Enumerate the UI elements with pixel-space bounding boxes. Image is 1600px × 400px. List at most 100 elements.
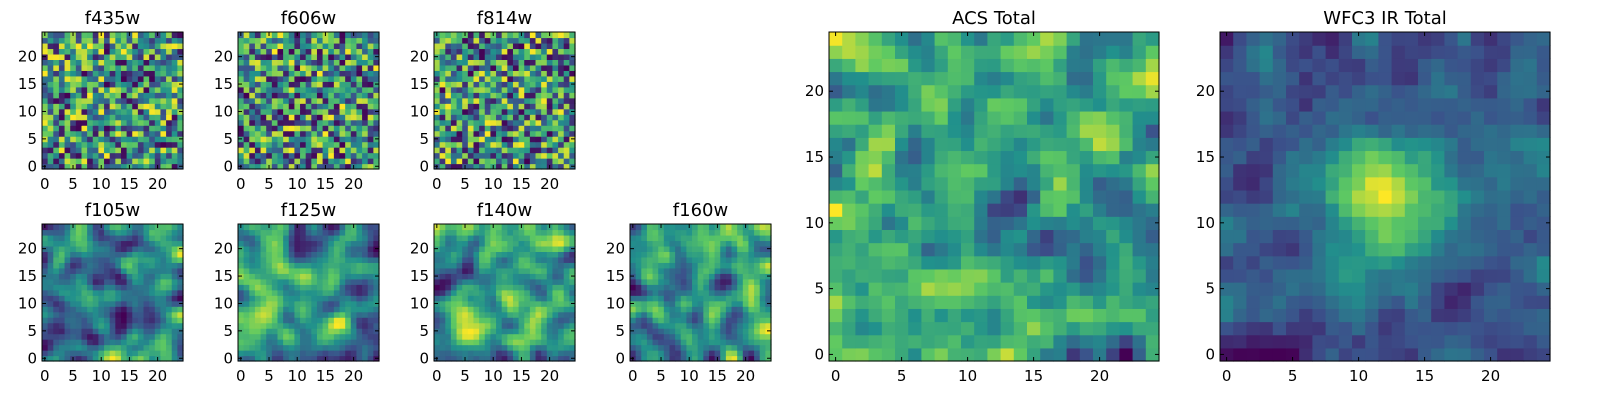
heatmap-cell bbox=[675, 256, 682, 263]
heatmap-cell bbox=[311, 130, 318, 137]
heatmap-cell bbox=[373, 48, 380, 55]
heatmap-cell bbox=[104, 86, 111, 93]
heatmap-cell bbox=[311, 147, 318, 154]
heatmap-cell bbox=[765, 224, 772, 231]
heatmap-cell bbox=[149, 64, 156, 71]
heatmap-cell bbox=[703, 355, 710, 362]
heatmap-cell bbox=[563, 103, 570, 110]
heatmap-cell bbox=[47, 328, 54, 335]
heatmap-cell bbox=[731, 267, 738, 274]
heatmap-cell bbox=[439, 311, 446, 318]
heatmap-cell bbox=[333, 306, 341, 313]
heatmap-cell bbox=[277, 70, 284, 77]
heatmap-cell bbox=[288, 306, 295, 313]
heatmap-cell bbox=[92, 245, 99, 252]
heatmap-cell bbox=[855, 242, 870, 257]
heatmap-cell bbox=[1132, 189, 1147, 204]
heatmap-cell bbox=[322, 278, 329, 285]
heatmap-cell bbox=[171, 262, 178, 269]
heatmap-cell bbox=[316, 289, 324, 296]
heatmap-cell bbox=[484, 300, 491, 307]
heatmap-cell bbox=[70, 306, 77, 313]
heatmap-cell bbox=[373, 75, 380, 82]
heatmap-cell bbox=[47, 53, 54, 60]
heatmap-cell bbox=[450, 229, 458, 236]
heatmap-cell bbox=[646, 344, 654, 351]
heatmap-cell bbox=[362, 322, 369, 329]
heatmap-cell bbox=[294, 158, 301, 165]
heatmap-cell bbox=[260, 256, 267, 263]
heatmap-cell bbox=[697, 262, 704, 269]
heatmap-cell bbox=[266, 306, 273, 313]
heatmap-cell bbox=[177, 256, 184, 263]
heatmap-cell bbox=[104, 53, 111, 60]
heatmap-cell bbox=[322, 141, 329, 148]
heatmap-cell bbox=[507, 163, 514, 170]
heatmap-cell bbox=[64, 81, 71, 88]
heatmap-cell bbox=[692, 333, 699, 340]
heatmap-cell bbox=[70, 103, 77, 110]
heatmap-cell bbox=[630, 317, 637, 324]
heatmap-cell bbox=[132, 130, 139, 137]
heatmap-cell bbox=[439, 234, 446, 242]
heatmap-cell bbox=[708, 339, 716, 346]
y-tick-label: 0 bbox=[223, 349, 233, 367]
heatmap-cell bbox=[345, 53, 352, 60]
heatmap-cell bbox=[546, 92, 554, 99]
heatmap-cell bbox=[546, 70, 554, 77]
heatmap-cell bbox=[507, 284, 514, 291]
heatmap-cell bbox=[675, 328, 682, 335]
heatmap-cell bbox=[680, 317, 687, 324]
heatmap-cell bbox=[630, 322, 637, 329]
heatmap-cell bbox=[243, 333, 250, 340]
heatmap-cell bbox=[462, 284, 469, 291]
heatmap-cell bbox=[58, 64, 66, 71]
heatmap-cell bbox=[895, 242, 909, 257]
heatmap-cell bbox=[92, 108, 99, 115]
heatmap-cell bbox=[1093, 229, 1107, 244]
heatmap-cell bbox=[1027, 150, 1041, 165]
heatmap-cell bbox=[462, 344, 469, 351]
heatmap-cell bbox=[81, 158, 88, 165]
heatmap-cell bbox=[439, 119, 446, 126]
heatmap-cell bbox=[686, 234, 693, 242]
heatmap-cell bbox=[249, 229, 256, 236]
heatmap-cell bbox=[322, 284, 329, 291]
heatmap-cell bbox=[160, 141, 167, 148]
heatmap-cell bbox=[300, 42, 307, 50]
heatmap-cell bbox=[322, 86, 329, 93]
heatmap-cell bbox=[266, 256, 273, 263]
heatmap-cell bbox=[81, 108, 88, 115]
heatmap-cell bbox=[238, 311, 245, 318]
heatmap-cell bbox=[104, 108, 111, 115]
heatmap-cell bbox=[641, 284, 648, 291]
heatmap-cell bbox=[490, 147, 497, 154]
heatmap-cell bbox=[120, 92, 128, 99]
heatmap-cell bbox=[283, 114, 290, 121]
heatmap-cell bbox=[58, 289, 66, 296]
heatmap-cell bbox=[450, 103, 458, 110]
heatmap-cell bbox=[149, 147, 156, 154]
heatmap-cell bbox=[558, 289, 565, 296]
heatmap-cell bbox=[288, 245, 295, 252]
heatmap-cell bbox=[1106, 176, 1120, 191]
heatmap-cell bbox=[294, 289, 301, 296]
heatmap-cell bbox=[300, 278, 307, 285]
heatmap-cell bbox=[70, 317, 77, 324]
heatmap-cell bbox=[635, 311, 642, 318]
heatmap-cell bbox=[362, 86, 369, 93]
heatmap-cell bbox=[680, 251, 687, 258]
heatmap-cell bbox=[311, 333, 318, 340]
heatmap-cell bbox=[356, 322, 363, 329]
heatmap-cell bbox=[512, 37, 520, 44]
heatmap-cell bbox=[277, 278, 284, 285]
heatmap-cell bbox=[149, 273, 156, 280]
heatmap-cell bbox=[450, 224, 458, 231]
heatmap-cell bbox=[120, 284, 128, 291]
heatmap-cell bbox=[1119, 282, 1134, 296]
heatmap-cell bbox=[98, 328, 105, 335]
heatmap-cell bbox=[669, 245, 676, 252]
heatmap-cell bbox=[126, 97, 133, 104]
heatmap-cell bbox=[316, 130, 324, 137]
heatmap-cell bbox=[87, 333, 94, 340]
